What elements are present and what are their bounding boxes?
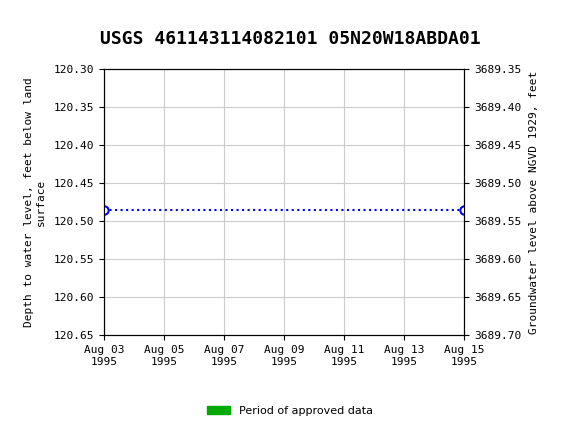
Text: USGS 461143114082101 05N20W18ABDA01: USGS 461143114082101 05N20W18ABDA01 bbox=[100, 30, 480, 48]
Legend: Period of approved data: Period of approved data bbox=[203, 401, 377, 420]
Text: ≡USGS: ≡USGS bbox=[12, 12, 88, 31]
Y-axis label: Groundwater level above NGVD 1929, feet: Groundwater level above NGVD 1929, feet bbox=[530, 71, 539, 334]
Y-axis label: Depth to water level, feet below land
surface: Depth to water level, feet below land su… bbox=[24, 77, 46, 327]
Text: ≡: ≡ bbox=[3, 9, 24, 34]
